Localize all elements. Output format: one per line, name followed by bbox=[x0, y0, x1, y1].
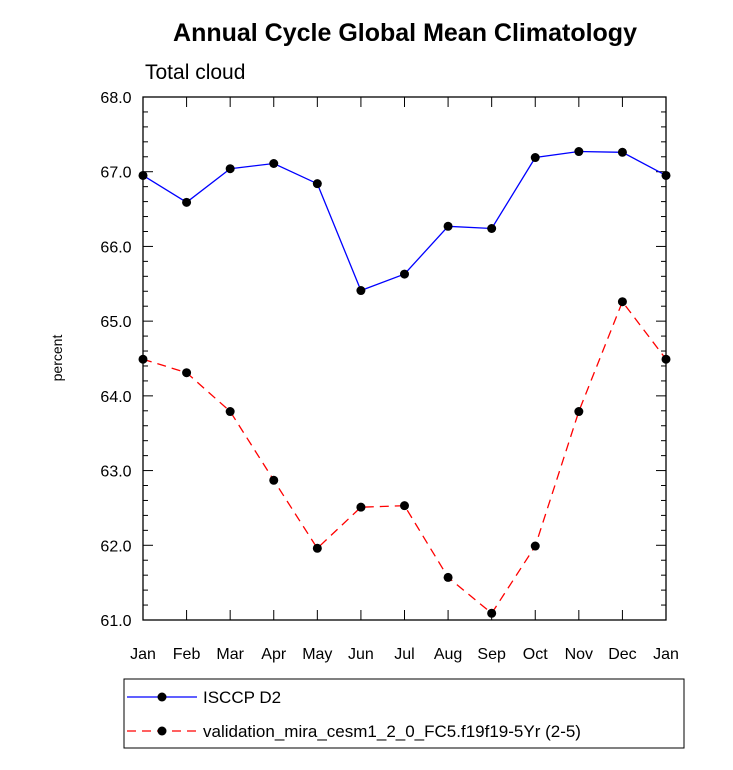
legend-marker-validation bbox=[157, 726, 167, 736]
series-2-point bbox=[138, 354, 148, 364]
y-tick-label: 64.0 bbox=[100, 389, 131, 406]
x-tick-label: Sep bbox=[477, 646, 506, 663]
series-1-point bbox=[487, 223, 497, 233]
legend-box bbox=[123, 678, 685, 749]
series-2-point bbox=[182, 368, 192, 378]
series-2-point bbox=[356, 502, 366, 512]
series-1-point bbox=[269, 158, 279, 168]
y-tick-label: 61.0 bbox=[100, 613, 131, 630]
legend-marker-isccp bbox=[157, 692, 167, 702]
x-tick-label: Jan bbox=[653, 646, 679, 663]
x-tick-label: Nov bbox=[565, 646, 593, 663]
y-axis-label: percent bbox=[49, 335, 65, 382]
series-1-point bbox=[443, 221, 453, 231]
series-2-point bbox=[661, 354, 671, 364]
legend-label-isccp: ISCCP D2 bbox=[203, 688, 281, 707]
series-2-point bbox=[400, 501, 409, 511]
x-tick-label: Jun bbox=[348, 646, 374, 663]
series-2-point bbox=[574, 407, 584, 417]
legend-label-validation: validation_mira_cesm1_2_0_FC5.f19f19-5Yr… bbox=[203, 722, 581, 741]
x-tick-label: May bbox=[302, 646, 332, 663]
y-tick-label: 67.0 bbox=[100, 165, 131, 182]
x-tick-label: Oct bbox=[523, 646, 548, 663]
chart-subtitle: Total cloud bbox=[145, 61, 245, 84]
x-tick-label: Jan bbox=[130, 646, 156, 663]
plot-area: 61.0 62.0 63.0 64.0 65.0 66.0 67.0 68.0 Jan Feb Ma… bbox=[100, 90, 678, 663]
series-2-point bbox=[487, 608, 497, 618]
series-1-point bbox=[661, 170, 671, 180]
x-tick-label: Mar bbox=[216, 646, 244, 663]
y-tick-label: 63.0 bbox=[100, 464, 131, 481]
series-2-point bbox=[530, 541, 540, 551]
series-1-point bbox=[574, 147, 584, 157]
y-tick-label: 65.0 bbox=[100, 314, 131, 331]
series-1-point bbox=[225, 164, 235, 174]
y-tick-label: 66.0 bbox=[100, 239, 131, 256]
series-2-point bbox=[312, 543, 322, 553]
series-1-point bbox=[356, 286, 366, 296]
series-1-point bbox=[312, 179, 322, 189]
series-1-point bbox=[400, 269, 409, 279]
series-line-2 bbox=[142, 300, 667, 615]
series-1-point bbox=[530, 153, 540, 163]
series-2-point bbox=[443, 572, 453, 582]
y-tick-label: 62.0 bbox=[100, 538, 131, 555]
x-tick-label: Feb bbox=[173, 646, 201, 663]
series-1-point bbox=[617, 147, 627, 157]
x-tick-label: Aug bbox=[434, 646, 462, 663]
y-tick-label: 68.0 bbox=[100, 90, 131, 107]
x-tick-label: Jul bbox=[394, 646, 414, 663]
x-tick-label: Apr bbox=[261, 646, 287, 663]
series-2-point bbox=[225, 407, 235, 417]
series-2-point bbox=[617, 297, 627, 307]
series-2-point bbox=[269, 475, 279, 485]
series-1-point bbox=[138, 170, 148, 180]
chart-title: Annual Cycle Global Mean Climatology bbox=[173, 19, 637, 47]
series-1-point bbox=[182, 197, 192, 207]
legend: ISCCP D2 validation_mira_cesm1_2_0_FC5.f… bbox=[123, 678, 685, 749]
x-tick-label: Dec bbox=[608, 646, 636, 663]
